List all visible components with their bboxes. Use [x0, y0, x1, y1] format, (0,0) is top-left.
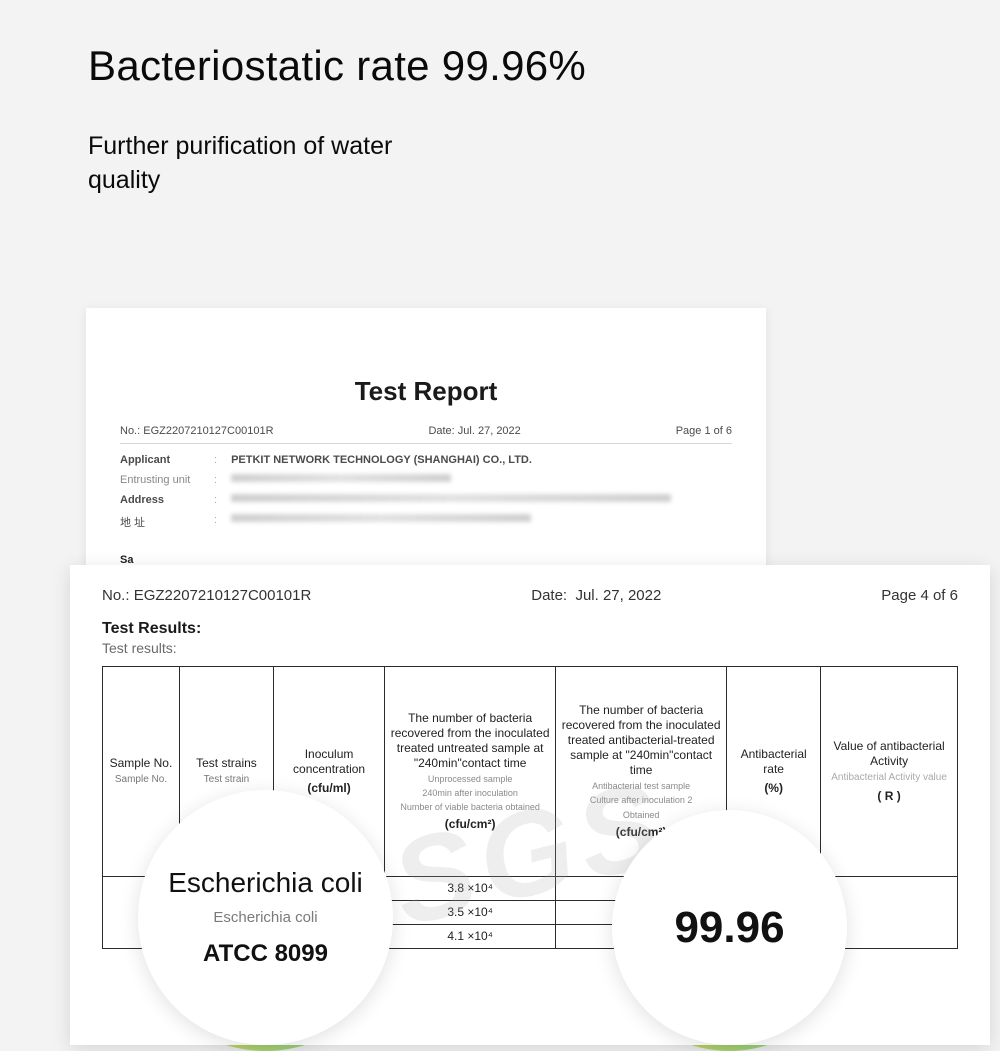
col-activity: Value of antibacterial Activity Antibact… [821, 667, 958, 877]
highlight-circle-rate: 99.96 [612, 810, 847, 1045]
strain-code: ATCC 8099 [203, 940, 328, 968]
col-untreated: The number of bacteria recovered from th… [385, 667, 556, 877]
address-cn-row: 地 址 : [120, 514, 732, 530]
report-back-title: Test Report [120, 376, 732, 407]
strain-sub: Escherichia coli [213, 909, 317, 926]
report-back-meta: No.: EGZ2207210127C00101R Date: Jul. 27,… [120, 425, 732, 444]
applicant-row: Applicant : PETKIT NETWORK TECHNOLOGY (S… [120, 454, 732, 466]
strain-name: Escherichia coli [168, 867, 363, 899]
subheadline: Further purification of water quality [88, 130, 448, 198]
entrusting-row: Entrusting unit : [120, 474, 732, 486]
results-title: Test Results: [102, 620, 958, 638]
highlight-circle-strain: Escherichia coli Escherichia coli ATCC 8… [138, 790, 393, 1045]
rate-value: 99.96 [674, 903, 784, 953]
results-subtitle: Test results: [102, 640, 958, 656]
headline: Bacteriostatic rate 99.96% [88, 42, 586, 90]
address-row: Address : [120, 494, 732, 506]
report-front-meta: No.: EGZ2207210127C00101R Date: Jul. 27,… [102, 587, 958, 604]
